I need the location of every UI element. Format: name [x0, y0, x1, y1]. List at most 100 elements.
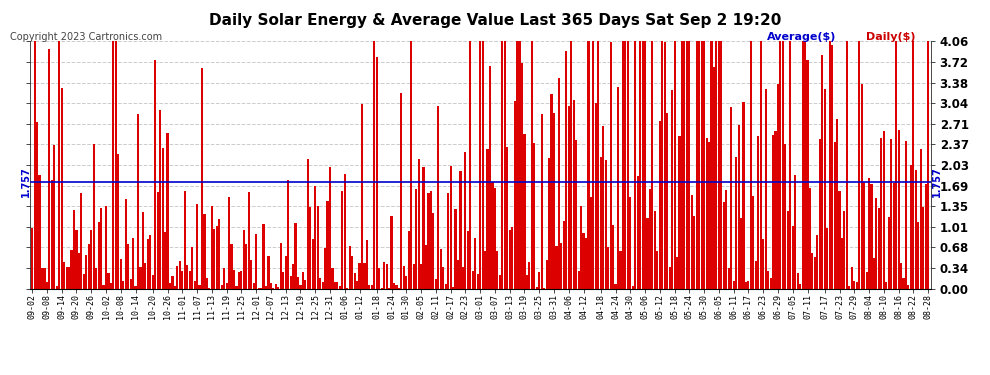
Bar [262, 224, 264, 289]
Bar [668, 267, 671, 289]
Bar [154, 60, 156, 289]
Bar [161, 148, 163, 289]
Bar [831, 45, 834, 289]
Bar [678, 136, 680, 289]
Bar [393, 283, 395, 289]
Bar [602, 126, 604, 289]
Bar [870, 184, 872, 289]
Text: Daily Solar Energy & Average Value Last 365 Days Sat Sep 2 19:20: Daily Solar Energy & Average Value Last … [209, 13, 781, 28]
Bar [481, 41, 484, 289]
Bar [443, 267, 445, 289]
Bar [221, 285, 223, 289]
Bar [203, 214, 206, 289]
Bar [346, 288, 348, 289]
Bar [218, 219, 221, 289]
Bar [777, 84, 779, 289]
Bar [651, 41, 653, 289]
Bar [108, 273, 110, 289]
Text: Copyright 2023 Cartronics.com: Copyright 2023 Cartronics.com [10, 32, 162, 42]
Bar [769, 278, 771, 289]
Bar [95, 268, 97, 289]
Bar [471, 271, 474, 289]
Bar [925, 184, 927, 289]
Bar [850, 267, 852, 289]
Bar [819, 140, 821, 289]
Bar [34, 41, 36, 289]
Bar [701, 41, 703, 289]
Bar [873, 258, 875, 289]
Bar [140, 267, 142, 289]
Bar [413, 264, 415, 289]
Bar [883, 131, 885, 289]
Bar [802, 41, 804, 289]
Bar [752, 196, 754, 289]
Bar [920, 149, 922, 289]
Bar [663, 42, 666, 289]
Bar [900, 263, 902, 289]
Bar [635, 41, 637, 289]
Bar [191, 247, 193, 289]
Bar [541, 114, 543, 289]
Bar [612, 225, 614, 289]
Bar [145, 263, 147, 289]
Bar [184, 191, 186, 289]
Bar [196, 204, 198, 289]
Bar [501, 41, 503, 289]
Bar [285, 256, 287, 289]
Bar [676, 257, 678, 289]
Bar [176, 266, 178, 289]
Bar [740, 218, 742, 289]
Bar [322, 282, 324, 289]
Bar [292, 264, 294, 289]
Bar [213, 230, 216, 289]
Bar [356, 281, 358, 289]
Bar [438, 106, 440, 289]
Bar [383, 262, 385, 289]
Bar [73, 210, 75, 289]
Bar [324, 248, 326, 289]
Bar [159, 110, 161, 289]
Bar [169, 283, 171, 289]
Bar [88, 244, 90, 289]
Bar [334, 282, 336, 289]
Bar [731, 107, 733, 289]
Bar [110, 283, 112, 289]
Bar [782, 41, 784, 289]
Bar [764, 89, 766, 289]
Bar [339, 286, 341, 289]
Bar [464, 152, 466, 289]
Bar [319, 278, 321, 289]
Bar [171, 276, 173, 289]
Bar [560, 243, 562, 289]
Bar [112, 41, 115, 289]
Bar [673, 41, 675, 289]
Bar [243, 230, 245, 289]
Bar [50, 180, 52, 289]
Bar [228, 197, 230, 289]
Bar [600, 157, 602, 289]
Bar [280, 243, 282, 289]
Bar [572, 100, 575, 289]
Bar [100, 207, 102, 289]
Bar [809, 188, 811, 289]
Bar [794, 175, 796, 289]
Bar [858, 41, 860, 289]
Bar [105, 207, 107, 289]
Bar [31, 228, 34, 289]
Bar [44, 268, 46, 289]
Bar [827, 228, 829, 289]
Bar [327, 201, 329, 289]
Bar [376, 57, 378, 289]
Bar [445, 284, 446, 289]
Bar [216, 226, 218, 289]
Bar [211, 206, 213, 289]
Bar [241, 271, 243, 289]
Bar [68, 267, 70, 289]
Bar [728, 268, 730, 289]
Bar [93, 144, 95, 289]
Bar [853, 280, 855, 289]
Bar [491, 182, 493, 289]
Bar [440, 249, 442, 289]
Bar [622, 41, 624, 289]
Bar [122, 280, 125, 289]
